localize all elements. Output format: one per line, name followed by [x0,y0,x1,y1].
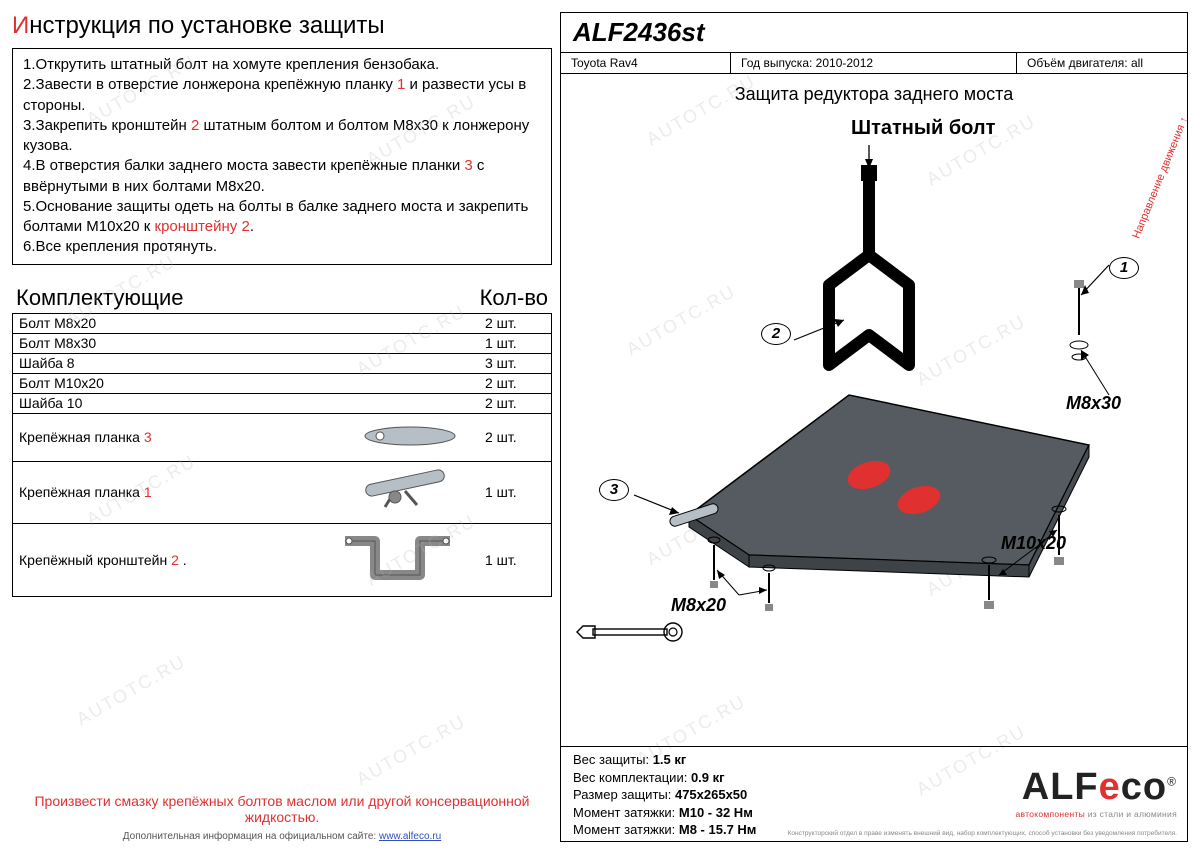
meta-engine: Объём двигателя: all [1017,53,1187,73]
lubrication-note: Произвести смазку крепёжных болтов масло… [12,793,552,831]
left-column: Инструкция по установке защиты 1.Открути… [12,12,552,842]
logo-sub-rest: из стали и алюминия [1085,809,1177,819]
instruction-line: 6.Все крепления протянуть. [23,237,541,257]
components-table: Болт М8х202 шт.Болт М8х301 шт.Шайба 83 ш… [12,314,552,597]
product-code: ALF2436st [561,13,1187,53]
title-first-letter: И [12,12,29,39]
logo-e: e [1099,766,1121,808]
diagram-title: Защита редуктора заднего моста [561,84,1187,105]
logo-subtitle: автокомпоненты из стали и алюминия [1015,809,1177,819]
component-row: Болт М8х202 шт. [13,314,551,334]
right-column: ALF2436st Toyota Rav4 Год выпуска: 2010-… [560,12,1188,842]
footer-sub: Дополнительная информация на официальном… [12,831,552,842]
logo-sub-red: автокомпоненты [1015,809,1085,819]
dim-m10x20: М10х20 [1001,533,1066,554]
component-row-illustrated: Крепёжная планка 11 шт. [13,462,551,524]
instruction-line: 2.Завести в отверстие лонжерона крепёжну… [23,75,541,116]
logo-co: co [1121,766,1167,808]
instruction-line: 4.В отверстия балки заднего моста завест… [23,156,541,197]
component-part-icon [345,469,465,516]
logo-alf: ALF [1022,766,1099,808]
instructions-box: 1.Открутить штатный болт на хомуте крепл… [12,48,552,265]
product-header: ALF2436st Toyota Rav4 Год выпуска: 2010-… [561,13,1187,74]
meta-year-val: 2010-2012 [816,56,873,70]
bolt-m8x20-icon [763,565,775,611]
component-row-illustrated: Крепёжный кронштейн 2 .1 шт. [13,524,551,596]
callout-1: 1 [1109,257,1139,279]
instruction-line: 1.Открутить штатный болт на хомуте крепл… [23,55,541,75]
instruction-line: 3.Закрепить кронштейн 2 штатным болтом и… [23,116,541,157]
product-meta: Toyota Rav4 Год выпуска: 2010-2012 Объём… [561,53,1187,73]
component-row: Шайба 83 шт. [13,354,551,374]
logo-text: ALFeco® [1015,766,1177,809]
exploded-view-diagram [569,135,1189,615]
component-row: Болт М8х301 шт. [13,334,551,354]
meta-year: Год выпуска: 2010-2012 [731,53,1017,73]
meta-year-label: Год выпуска: [741,56,816,70]
meta-engine-val: all [1131,56,1143,70]
component-row: Шайба 102 шт. [13,394,551,414]
component-part-icon [355,421,465,454]
logo: ALFeco® автокомпоненты из стали и алюмин… [1015,766,1177,819]
components-header: Комплектующие Кол-во [12,283,552,314]
component-row: Болт М10х202 шт. [13,374,551,394]
qty-title: Кол-во [480,285,548,311]
bracket-icon [829,165,909,365]
callout-3: 3 [599,479,629,501]
dim-m8x20: М8х20 [671,595,726,616]
fine-print: Конструкторский отдел в праве изменять в… [788,830,1177,837]
instruction-line: 5.Основание защиты одеть на болты в балк… [23,197,541,238]
meta-engine-label: Объём двигателя: [1027,56,1131,70]
footer-sub-text: Дополнительная информация на официальном… [123,831,379,842]
meta-vehicle: Toyota Rav4 [561,53,731,73]
title-rest: нструкция по установке защиты [29,12,384,39]
callout-2: 2 [761,323,791,345]
footer-link[interactable]: www.alfeco.ru [379,831,441,842]
dim-m8x30: М8х30 [1066,393,1121,414]
instruction-title: Инструкция по установке защиты [12,12,552,40]
components-title: Комплектующие [16,285,183,311]
page: Инструкция по установке защиты 1.Открути… [0,0,1200,854]
diagram-area: Направление движения ↑ Штатный болт [561,105,1187,746]
wrench-icon [575,618,685,646]
component-row-illustrated: Крепёжная планка 32 шт. [13,414,551,462]
logo-reg: ® [1167,774,1177,788]
component-part-icon [325,529,465,590]
